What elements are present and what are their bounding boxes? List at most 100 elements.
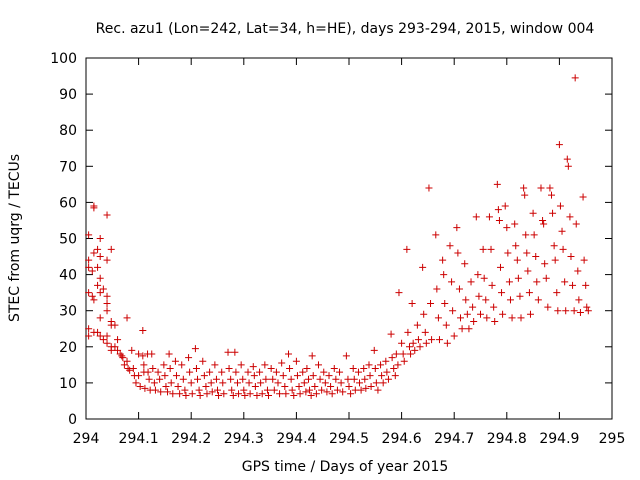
data-point: [419, 263, 427, 271]
y-tick-label: 80: [59, 123, 77, 139]
y-axis-label: STEC from uqrg / TECUs: [7, 154, 23, 322]
data-point: [504, 249, 512, 257]
data-point: [517, 314, 525, 322]
data-point: [362, 384, 370, 392]
data-point: [495, 216, 503, 224]
data-point: [123, 357, 131, 365]
data-point: [194, 375, 202, 383]
data-point: [318, 386, 326, 394]
data-point: [306, 386, 314, 394]
data-point: [388, 354, 396, 362]
data-point: [233, 379, 241, 387]
data-point: [551, 256, 559, 264]
data-point: [446, 242, 454, 250]
data-points: [85, 74, 592, 400]
data-point: [150, 379, 158, 387]
data-point: [85, 231, 93, 239]
data-point: [349, 364, 357, 372]
data-point: [391, 372, 399, 380]
data-point: [144, 368, 152, 376]
data-point: [118, 352, 126, 360]
data-point: [85, 325, 93, 333]
data-point: [246, 390, 254, 398]
data-point: [267, 364, 275, 372]
data-point: [257, 379, 265, 387]
data-point: [128, 346, 136, 354]
data-point: [196, 392, 204, 400]
data-point: [237, 361, 245, 369]
data-point: [582, 281, 590, 289]
data-point: [206, 368, 214, 376]
data-point: [345, 383, 353, 391]
x-tick-label: 294.9: [539, 431, 579, 447]
x-tick-label: 294.6: [382, 431, 422, 447]
data-point: [227, 375, 235, 383]
data-point: [399, 350, 407, 358]
data-point: [482, 296, 490, 304]
data-point: [356, 379, 364, 387]
data-point: [136, 383, 144, 391]
data-point: [562, 307, 570, 315]
data-point: [185, 354, 193, 362]
data-point: [276, 390, 284, 398]
data-point: [278, 359, 286, 367]
data-point: [533, 278, 541, 286]
data-point: [477, 310, 484, 318]
data-point: [94, 245, 102, 253]
data-point: [333, 386, 341, 394]
data-point: [475, 292, 483, 300]
data-point: [467, 278, 475, 286]
data-point: [263, 386, 271, 394]
data-point: [472, 213, 480, 221]
y-tick-label: 70: [59, 159, 77, 175]
x-tick-label: 294.5: [329, 431, 369, 447]
data-point: [374, 386, 382, 394]
data-point: [442, 321, 450, 329]
data-point: [540, 220, 548, 228]
data-point: [85, 256, 93, 264]
data-point: [169, 390, 177, 398]
data-point: [225, 364, 233, 372]
data-point: [94, 281, 102, 289]
data-point: [339, 388, 347, 396]
data-point: [439, 256, 447, 264]
data-point: [139, 327, 147, 335]
data-point: [103, 307, 111, 315]
data-point: [469, 303, 477, 311]
data-point: [302, 388, 310, 396]
data-point: [453, 224, 461, 232]
data-point: [162, 383, 170, 391]
data-point: [208, 388, 216, 396]
data-point: [272, 368, 280, 376]
data-point: [270, 386, 278, 394]
data-point: [508, 314, 516, 322]
data-point: [344, 375, 352, 383]
data-point: [491, 318, 499, 326]
data-point: [244, 368, 252, 376]
data-point: [253, 392, 261, 400]
data-point: [103, 256, 111, 264]
data-point: [564, 162, 572, 170]
data-point: [441, 299, 449, 307]
data-point: [427, 299, 435, 307]
data-point: [256, 368, 264, 376]
y-tick-label: 100: [50, 51, 77, 67]
data-point: [408, 299, 416, 307]
data-point: [261, 361, 269, 369]
data-point: [274, 379, 282, 387]
data-point: [425, 184, 433, 192]
data-point: [211, 361, 219, 369]
data-point: [148, 350, 156, 358]
data-point: [483, 314, 491, 322]
data-point: [220, 390, 228, 398]
data-point: [555, 141, 563, 149]
data-point: [195, 386, 203, 394]
data-point: [191, 345, 199, 353]
data-point: [174, 383, 182, 391]
data-point: [494, 206, 502, 214]
data-point: [164, 388, 172, 396]
data-point: [327, 383, 335, 391]
y-tick-label: 30: [59, 304, 77, 320]
data-point: [232, 368, 240, 376]
